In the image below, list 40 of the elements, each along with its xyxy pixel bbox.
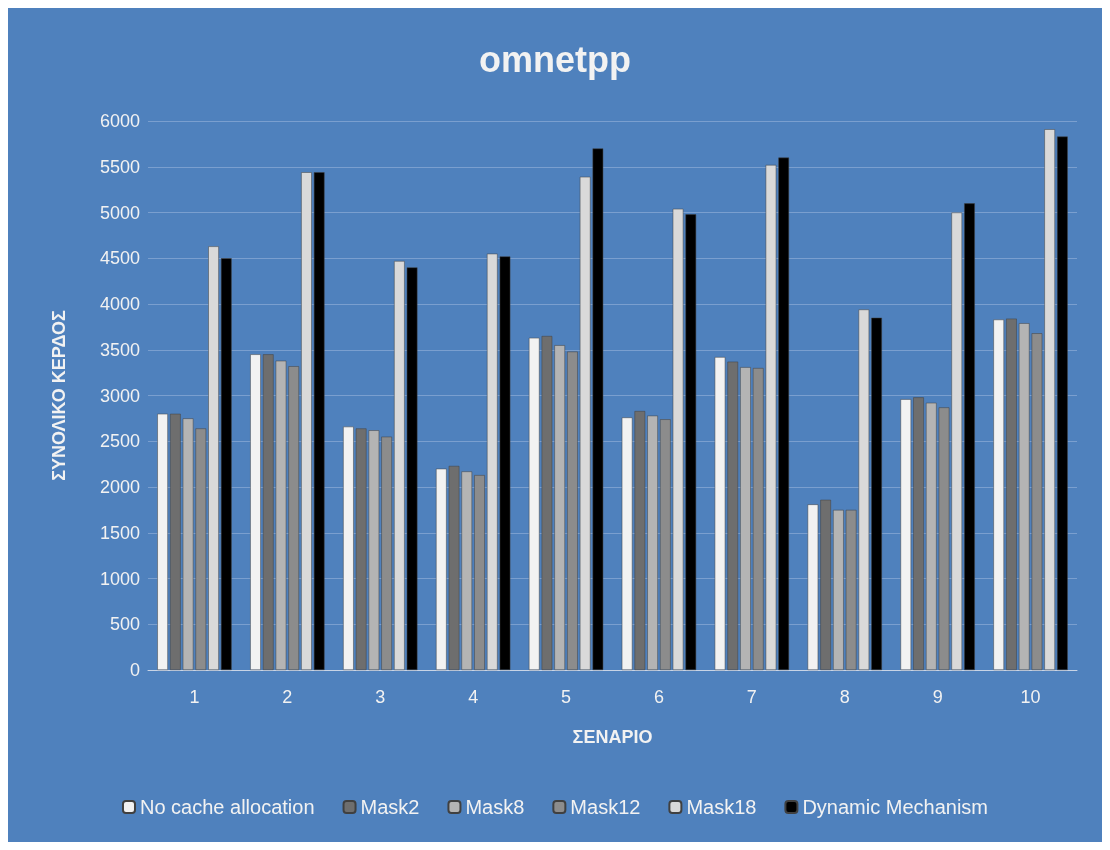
y-tick-label: 2000 — [99, 477, 140, 497]
y-tick-label: 6000 — [99, 111, 140, 131]
legend-label: Mask18 — [686, 796, 757, 818]
bar — [964, 203, 975, 670]
y-axis-title: ΣΥΝΟΛΙΚΟ ΚΕΡΔΟΣ — [49, 310, 69, 481]
x-axis-title: ΣΕΝΑΡΙΟ — [572, 727, 653, 747]
bar — [474, 475, 485, 670]
legend-label: Mask12 — [570, 796, 641, 818]
x-tick-label: 1 — [189, 687, 200, 707]
bar — [993, 319, 1005, 670]
bar — [250, 354, 261, 670]
legend-label: Mask8 — [465, 796, 525, 818]
y-tick-label: 5500 — [99, 156, 140, 177]
x-tick-label: 10 — [1020, 687, 1041, 707]
x-tick-label: 5 — [561, 687, 572, 707]
x-tick-label: 3 — [375, 687, 386, 707]
bar — [220, 258, 232, 670]
y-tick-label: 0 — [129, 660, 140, 680]
y-tick-label: 4500 — [99, 248, 140, 269]
y-tick-label: 1500 — [99, 522, 140, 543]
chart-title: omnetpp — [479, 38, 631, 80]
legend-label: Dynamic Mechanism — [802, 796, 989, 818]
x-tick-label: 2 — [282, 687, 293, 707]
x-tick-label: 6 — [653, 687, 664, 707]
y-tick-label: 5000 — [99, 202, 140, 223]
legend-label: Mask2 — [360, 796, 420, 818]
y-tick-label: 4000 — [99, 294, 140, 314]
x-tick-label: 9 — [932, 687, 943, 707]
bar — [157, 413, 168, 670]
x-tick-label: 4 — [468, 687, 479, 707]
y-tick-label: 2500 — [99, 431, 140, 452]
y-tick-label: 3000 — [99, 385, 140, 406]
y-tick-label: 1000 — [99, 568, 140, 589]
y-tick-label: 500 — [109, 614, 140, 635]
y-tick-label: 3500 — [99, 339, 140, 360]
bar — [1057, 136, 1068, 670]
x-tick-label: 8 — [839, 687, 850, 707]
legend-label: No cache allocation — [139, 796, 315, 818]
x-tick-label: 7 — [746, 687, 757, 707]
bar — [740, 367, 751, 670]
